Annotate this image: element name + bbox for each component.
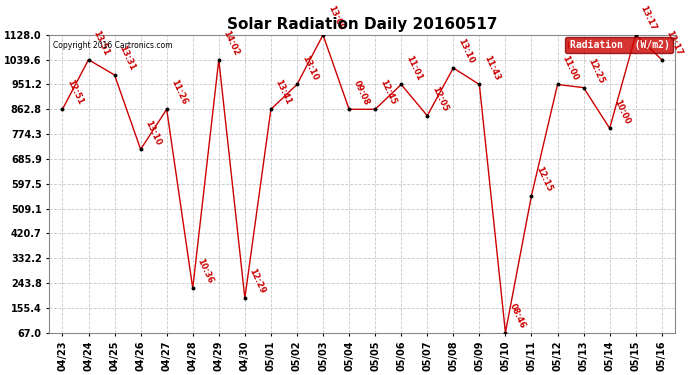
Text: 12:45: 12:45 [378, 78, 397, 106]
Point [187, 285, 198, 291]
Point [656, 57, 667, 63]
Text: 13:10: 13:10 [299, 54, 319, 82]
Text: 10:00: 10:00 [613, 98, 632, 126]
Text: 13:10: 13:10 [456, 37, 475, 65]
Point [161, 106, 172, 112]
Point [266, 106, 277, 112]
Point [135, 146, 146, 152]
Point [422, 112, 433, 118]
Text: 13:41: 13:41 [274, 78, 293, 106]
Text: 13:17: 13:17 [664, 29, 684, 57]
Legend: Radiation  (W/m2): Radiation (W/m2) [565, 37, 673, 52]
Text: Copyright 2016 Cartronics.com: Copyright 2016 Cartronics.com [52, 41, 172, 50]
Text: 11:43: 11:43 [482, 54, 502, 82]
Point [370, 106, 381, 112]
Text: 13:51: 13:51 [91, 29, 111, 57]
Text: 14:02: 14:02 [221, 29, 241, 57]
Text: 13:09: 13:09 [326, 4, 345, 32]
Point [448, 65, 459, 71]
Text: 08:46: 08:46 [509, 302, 528, 330]
Point [578, 85, 589, 91]
Point [57, 106, 68, 112]
Text: 11:26: 11:26 [170, 78, 189, 106]
Text: 12:15: 12:15 [534, 165, 554, 193]
Point [317, 32, 328, 38]
Point [83, 57, 94, 63]
Point [474, 81, 485, 87]
Text: 12:29: 12:29 [248, 267, 267, 295]
Text: 13:17: 13:17 [638, 4, 658, 32]
Text: 12:25: 12:25 [586, 57, 606, 85]
Text: 12:05: 12:05 [430, 85, 449, 113]
Point [630, 32, 641, 38]
Point [552, 81, 563, 87]
Point [109, 72, 120, 78]
Point [213, 57, 224, 63]
Text: 13:10: 13:10 [144, 118, 163, 147]
Title: Solar Radiation Daily 20160517: Solar Radiation Daily 20160517 [227, 17, 497, 32]
Point [500, 330, 511, 336]
Text: 12:51: 12:51 [66, 78, 85, 106]
Text: 13:31: 13:31 [117, 44, 137, 72]
Point [239, 295, 250, 301]
Point [291, 81, 302, 87]
Point [526, 193, 537, 199]
Text: 11:01: 11:01 [404, 54, 424, 82]
Text: 10:36: 10:36 [195, 258, 215, 285]
Text: 11:00: 11:00 [560, 54, 580, 82]
Point [344, 106, 355, 112]
Text: 09:08: 09:08 [352, 79, 371, 106]
Point [604, 125, 615, 131]
Point [395, 81, 406, 87]
